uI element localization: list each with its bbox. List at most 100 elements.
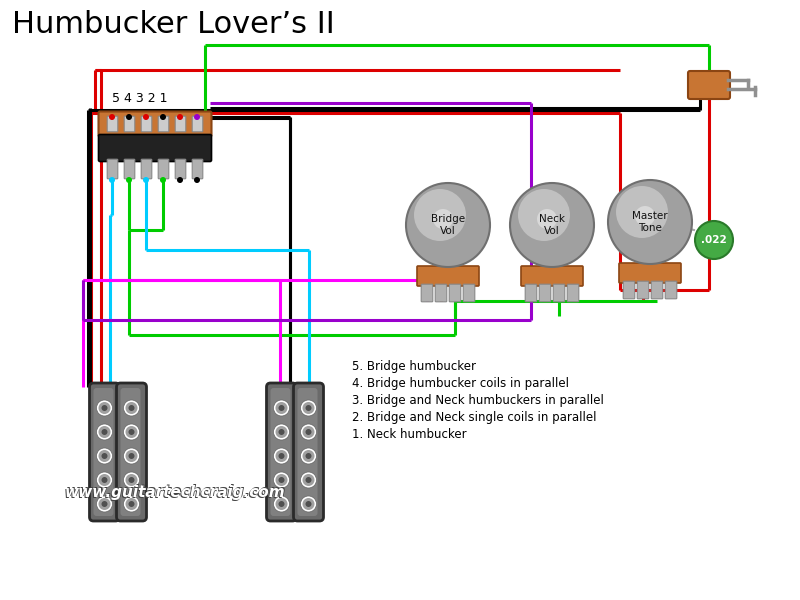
Circle shape: [126, 498, 138, 510]
FancyBboxPatch shape: [435, 284, 446, 302]
Text: .022: .022: [701, 235, 727, 245]
FancyBboxPatch shape: [124, 116, 134, 132]
Circle shape: [278, 405, 285, 411]
Circle shape: [306, 501, 311, 507]
Text: Bridge
Vol: Bridge Vol: [431, 214, 465, 236]
Circle shape: [129, 477, 134, 483]
Circle shape: [98, 426, 110, 438]
Circle shape: [537, 209, 557, 229]
Circle shape: [275, 498, 287, 510]
FancyBboxPatch shape: [141, 159, 152, 179]
FancyBboxPatch shape: [121, 388, 141, 516]
Circle shape: [302, 474, 314, 486]
FancyBboxPatch shape: [417, 266, 479, 286]
Circle shape: [274, 472, 290, 488]
FancyBboxPatch shape: [666, 281, 677, 299]
Circle shape: [302, 402, 314, 414]
Circle shape: [123, 472, 139, 488]
Circle shape: [301, 472, 317, 488]
Circle shape: [278, 453, 285, 459]
FancyBboxPatch shape: [192, 159, 203, 179]
Circle shape: [302, 498, 314, 510]
FancyBboxPatch shape: [623, 281, 635, 299]
Circle shape: [129, 405, 134, 411]
FancyBboxPatch shape: [117, 383, 146, 521]
FancyBboxPatch shape: [98, 112, 211, 136]
Circle shape: [160, 177, 166, 183]
Circle shape: [98, 498, 110, 510]
Text: 5. Bridge humbucker: 5. Bridge humbucker: [352, 360, 476, 373]
FancyBboxPatch shape: [270, 388, 290, 516]
FancyBboxPatch shape: [521, 266, 583, 286]
Text: www.guitartechcraig.com: www.guitartechcraig.com: [64, 486, 285, 501]
Text: 1. Neck humbucker: 1. Neck humbucker: [352, 428, 466, 441]
FancyBboxPatch shape: [175, 159, 186, 179]
FancyBboxPatch shape: [107, 116, 118, 132]
Text: www.guitartechcraig.com: www.guitartechcraig.com: [65, 485, 286, 500]
Circle shape: [102, 477, 107, 483]
FancyBboxPatch shape: [175, 116, 186, 132]
Circle shape: [123, 400, 139, 416]
Circle shape: [635, 206, 655, 226]
Text: 3. Bridge and Neck humbuckers in parallel: 3. Bridge and Neck humbuckers in paralle…: [352, 394, 604, 407]
FancyBboxPatch shape: [450, 284, 461, 302]
FancyBboxPatch shape: [539, 284, 551, 302]
FancyBboxPatch shape: [463, 284, 475, 302]
Text: Master
Tone: Master Tone: [632, 211, 668, 233]
Circle shape: [302, 450, 314, 462]
FancyBboxPatch shape: [567, 284, 579, 302]
Circle shape: [109, 177, 115, 183]
Circle shape: [194, 114, 200, 120]
Circle shape: [126, 177, 132, 183]
Circle shape: [98, 474, 110, 486]
Text: www.guitartechcraig.com: www.guitartechcraig.com: [65, 485, 286, 500]
Circle shape: [275, 426, 287, 438]
FancyBboxPatch shape: [94, 388, 114, 516]
Circle shape: [433, 209, 453, 229]
Circle shape: [160, 114, 166, 120]
Text: www.guitartechcraig.com: www.guitartechcraig.com: [66, 484, 286, 499]
Circle shape: [275, 402, 287, 414]
Circle shape: [98, 402, 110, 414]
Circle shape: [109, 114, 115, 120]
Circle shape: [274, 424, 290, 440]
Circle shape: [306, 453, 311, 459]
Text: 2. Bridge and Neck single coils in parallel: 2. Bridge and Neck single coils in paral…: [352, 411, 597, 424]
Circle shape: [301, 400, 317, 416]
Circle shape: [123, 424, 139, 440]
FancyBboxPatch shape: [266, 383, 297, 521]
FancyBboxPatch shape: [141, 116, 152, 132]
Text: 5 4 3 2 1: 5 4 3 2 1: [112, 92, 167, 105]
Circle shape: [306, 477, 311, 483]
Circle shape: [123, 496, 139, 512]
Circle shape: [274, 400, 290, 416]
Circle shape: [302, 426, 314, 438]
Circle shape: [301, 424, 317, 440]
Circle shape: [126, 402, 138, 414]
Circle shape: [129, 501, 134, 507]
Circle shape: [510, 183, 594, 267]
Circle shape: [102, 453, 107, 459]
FancyBboxPatch shape: [638, 281, 649, 299]
FancyBboxPatch shape: [107, 159, 118, 179]
FancyBboxPatch shape: [526, 284, 537, 302]
Circle shape: [414, 189, 466, 241]
Circle shape: [98, 450, 110, 462]
Circle shape: [97, 400, 113, 416]
Circle shape: [177, 114, 183, 120]
Circle shape: [278, 429, 285, 435]
FancyBboxPatch shape: [98, 134, 211, 161]
Circle shape: [278, 477, 285, 483]
Circle shape: [608, 180, 692, 264]
Text: Neck
Vol: Neck Vol: [539, 214, 565, 236]
Circle shape: [275, 450, 287, 462]
Circle shape: [126, 114, 132, 120]
Circle shape: [306, 405, 311, 411]
FancyBboxPatch shape: [421, 284, 433, 302]
Circle shape: [97, 448, 113, 464]
FancyBboxPatch shape: [298, 388, 318, 516]
FancyBboxPatch shape: [192, 116, 203, 132]
Circle shape: [274, 448, 290, 464]
Circle shape: [695, 221, 733, 259]
FancyBboxPatch shape: [619, 263, 681, 283]
